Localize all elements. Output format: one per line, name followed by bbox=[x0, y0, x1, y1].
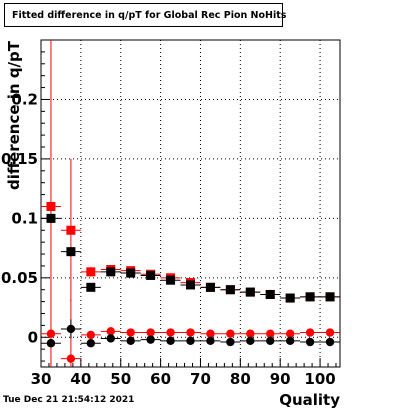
data-point bbox=[86, 267, 96, 277]
data-point bbox=[285, 293, 295, 303]
data-point bbox=[86, 282, 96, 292]
x-tick-label: 90 bbox=[270, 370, 291, 388]
data-point bbox=[265, 289, 275, 299]
data-point bbox=[206, 329, 215, 338]
data-point bbox=[126, 268, 136, 278]
timestamp: Tue Dec 21 21:54:12 2021 bbox=[3, 395, 135, 405]
data-point bbox=[66, 354, 76, 363]
data-point bbox=[86, 339, 96, 348]
data-point bbox=[46, 339, 56, 348]
x-axis-label: Quality bbox=[279, 391, 340, 409]
y-axis-label: difference in q/pT bbox=[5, 40, 23, 190]
data-point bbox=[325, 292, 335, 302]
data-point bbox=[246, 329, 255, 338]
data-point bbox=[266, 329, 275, 338]
chart-title: Fitted difference in q/pT for Global Rec… bbox=[4, 3, 286, 27]
x-tick-label: 100 bbox=[304, 370, 335, 388]
x-tick-label: 60 bbox=[150, 370, 171, 388]
data-point bbox=[285, 329, 295, 338]
x-tick-label: 50 bbox=[110, 370, 131, 388]
data-point bbox=[126, 328, 135, 337]
data-point bbox=[285, 336, 295, 346]
y-tick-label: 0 bbox=[28, 328, 38, 346]
data-point bbox=[325, 328, 335, 337]
axis-ticks bbox=[40, 51, 337, 367]
data-point bbox=[225, 285, 235, 295]
series-1 bbox=[41, 213, 340, 303]
data-point bbox=[186, 328, 195, 337]
series-0 bbox=[41, 40, 340, 367]
data-point bbox=[86, 330, 96, 340]
data-point bbox=[186, 280, 195, 290]
series-2 bbox=[41, 299, 340, 367]
data-point bbox=[305, 328, 315, 337]
data-point bbox=[245, 287, 255, 297]
data-point bbox=[146, 270, 156, 280]
data-point bbox=[46, 213, 56, 223]
data-point bbox=[186, 336, 195, 346]
data-point bbox=[66, 324, 76, 334]
x-tick-label: 80 bbox=[230, 370, 251, 388]
data-series bbox=[41, 40, 340, 367]
data-point bbox=[166, 328, 175, 337]
y-tick-label: 0.15 bbox=[1, 150, 38, 168]
data-point bbox=[206, 336, 215, 346]
plot-frame bbox=[40, 39, 341, 368]
data-point bbox=[305, 337, 315, 347]
data-point bbox=[46, 201, 56, 211]
data-point bbox=[246, 336, 255, 346]
x-tick-label: 70 bbox=[190, 370, 211, 388]
data-point bbox=[106, 334, 115, 343]
series-3 bbox=[41, 319, 340, 348]
x-tick-label: 40 bbox=[70, 370, 91, 388]
data-point bbox=[146, 335, 155, 344]
x-tick-label: 30 bbox=[31, 370, 52, 388]
data-point bbox=[305, 292, 315, 302]
grid bbox=[41, 40, 340, 367]
data-point bbox=[266, 336, 275, 346]
data-point bbox=[325, 337, 335, 347]
data-point bbox=[106, 267, 116, 277]
data-point bbox=[205, 282, 215, 292]
data-point bbox=[66, 225, 76, 235]
data-point bbox=[106, 327, 115, 336]
data-point bbox=[226, 337, 235, 347]
tick-labels: 30 40 50 60 70 80 90 100 0 0.05 0.1 0.15 0.2 bbox=[1, 90, 336, 388]
data-point bbox=[166, 275, 176, 285]
y-tick-label: 0.05 bbox=[1, 269, 38, 287]
data-point bbox=[226, 329, 235, 338]
data-point bbox=[66, 247, 76, 257]
data-point bbox=[126, 336, 135, 346]
y-tick-label: 0.2 bbox=[11, 90, 38, 108]
data-point bbox=[146, 328, 155, 337]
data-point bbox=[166, 336, 175, 346]
data-point bbox=[46, 329, 56, 338]
y-tick-label: 0.1 bbox=[11, 209, 38, 227]
